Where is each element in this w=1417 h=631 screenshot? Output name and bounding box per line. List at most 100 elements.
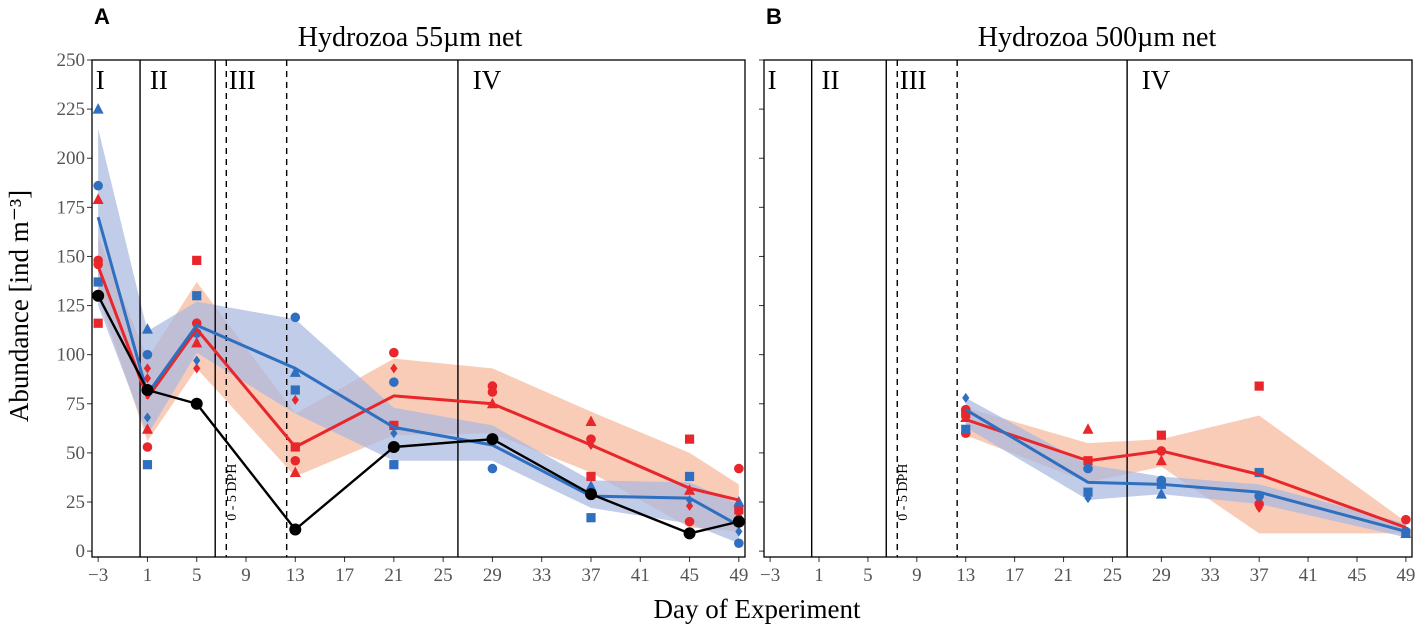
x-tick-label: 21 — [1054, 565, 1073, 586]
x-tick-label: 41 — [631, 565, 650, 586]
x-tick-label: 5 — [192, 565, 202, 586]
dph-label: 0 - 5 DPH — [225, 464, 240, 521]
y-tick-label: 0 — [76, 541, 86, 562]
x-tick-label: 29 — [1152, 565, 1171, 586]
blue-data-point — [389, 460, 399, 470]
blue-data-point — [962, 392, 970, 403]
phase-label: II — [150, 65, 168, 95]
blue-data-point — [1084, 493, 1092, 504]
red-data-point — [93, 259, 103, 270]
red-data-point — [586, 434, 596, 444]
black-data-point — [92, 289, 105, 302]
red-data-point — [143, 363, 152, 374]
blue-data-point — [585, 480, 597, 491]
blue-data-point — [290, 312, 301, 323]
x-tick-label: 37 — [1250, 565, 1269, 586]
red-mean-line — [965, 418, 1407, 529]
dph-label: 0 - 5 DPH — [896, 464, 911, 521]
phase-label: IV — [473, 65, 502, 95]
panel-a: A Hydrozoa 55µm net 02550751001251501752… — [57, 4, 749, 586]
panel-b-title: Hydrozoa 500µm net — [978, 22, 1217, 53]
phase-label: IV — [1142, 65, 1171, 95]
y-tick-label: 75 — [66, 394, 85, 415]
y-tick-label: 25 — [66, 492, 85, 513]
blue-data-point — [586, 513, 596, 523]
blue-data-point — [193, 355, 201, 366]
black-data-point — [486, 433, 499, 446]
phase-label: III — [229, 65, 256, 95]
y-tick-label: 150 — [57, 246, 86, 267]
black-data-point — [289, 523, 302, 536]
y-tick-label: 200 — [57, 148, 86, 169]
phase-label: I — [768, 65, 777, 95]
blue-data-point — [1400, 527, 1412, 538]
y-tick-label: 225 — [57, 99, 86, 120]
y-tick-label: 125 — [57, 296, 86, 317]
black-data-point — [683, 527, 696, 540]
phase-label: III — [900, 65, 927, 95]
red-data-point — [291, 394, 299, 405]
blue-data-point — [143, 412, 152, 423]
x-tick-label: 29 — [483, 565, 502, 586]
y-axis-label: Abundance [ind m⁻³] — [4, 190, 34, 422]
black-data-point — [387, 440, 400, 453]
red-data-point — [1155, 454, 1167, 466]
red-confidence-band — [98, 236, 739, 532]
blue-data-point — [1254, 467, 1264, 478]
panel-letter-a: A — [94, 4, 110, 29]
phase-label: I — [96, 65, 105, 95]
x-tick-label: 13 — [286, 565, 305, 586]
plot-frame — [91, 59, 746, 558]
x-tick-label: 25 — [1103, 565, 1122, 586]
x-tick-label: −3 — [760, 565, 780, 586]
blue-mean-line — [96, 216, 740, 527]
x-tick-label: 37 — [581, 565, 600, 586]
red-data-point — [389, 347, 399, 358]
blue-data-point — [92, 103, 104, 114]
x-tick-label: 45 — [1347, 565, 1366, 586]
x-tick-label: 17 — [1005, 565, 1024, 586]
red-data-point — [1156, 430, 1166, 440]
black-data-point — [141, 384, 154, 397]
blue-data-point — [1155, 488, 1167, 499]
x-tick-label: 49 — [729, 565, 748, 586]
red-data-point — [191, 336, 203, 348]
x-tick-label: 5 — [863, 565, 873, 586]
x-tick-label: 13 — [956, 565, 975, 586]
red-data-point — [143, 373, 152, 384]
blue-data-point — [389, 377, 399, 387]
panel-b: B Hydrozoa 500µm net −3 1 5 9 13 17 21 25 29 33 37… — [759, 4, 1415, 586]
blue-data-point — [390, 428, 398, 439]
red-data-point — [1401, 514, 1411, 525]
red-data-point — [193, 363, 201, 374]
x-tick-label: −3 — [88, 565, 108, 586]
y-tick-label: 250 — [57, 50, 86, 71]
red-data-point — [487, 387, 498, 397]
red-data-point — [586, 471, 596, 482]
x-tick-label: 33 — [1201, 565, 1220, 586]
x-tick-label: 21 — [384, 565, 403, 586]
x-tick-label: 17 — [335, 565, 354, 586]
x-tick-label: 33 — [532, 565, 551, 586]
blue-data-point — [684, 471, 695, 482]
blue-data-point — [487, 463, 498, 474]
red-data-point — [685, 500, 694, 511]
red-data-point — [289, 466, 301, 478]
blue-data-point — [192, 291, 202, 301]
red-mean-line — [96, 265, 740, 502]
blue-data-point — [93, 180, 103, 191]
red-data-point — [93, 318, 103, 328]
phase-label: II — [821, 65, 839, 95]
blue-data-point — [1083, 487, 1093, 497]
red-data-point — [390, 363, 398, 374]
blue-data-point — [141, 323, 153, 334]
blue-data-point — [142, 349, 153, 360]
red-data-point — [1082, 423, 1094, 434]
x-tick-label: 1 — [143, 565, 153, 586]
red-data-point — [389, 420, 399, 430]
red-data-point — [1255, 502, 1263, 513]
blue-data-point — [93, 277, 103, 287]
red-data-point — [684, 516, 695, 527]
y-tick-label: 175 — [57, 197, 86, 218]
